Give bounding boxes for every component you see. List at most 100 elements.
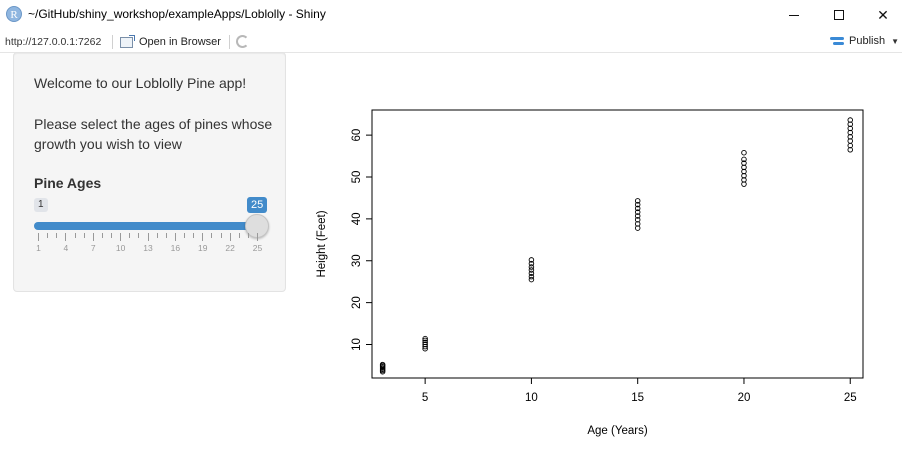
open-in-browser-button[interactable]: Open in Browser	[120, 34, 221, 50]
instructions-text: Please select the ages of pines whose gr…	[34, 116, 273, 152]
slider-major-tick	[38, 233, 39, 241]
slider-tick-label: 16	[170, 243, 181, 253]
data-point	[634, 198, 641, 204]
slider-minor-tick	[101, 233, 103, 238]
url-text: http://127.0.0.1:7262	[5, 36, 102, 48]
slider-tick-label: 13	[143, 243, 153, 253]
data-point	[528, 260, 535, 267]
slider-tick-label: 1	[36, 243, 41, 253]
height-age-plot: 5 10 15 20 25 10 20 30 40 50 60 Age (Years) Height (…	[300, 60, 902, 460]
y-tick-label: 20	[351, 296, 363, 309]
slider-minor-tick	[247, 233, 249, 238]
slider-minor-tick	[193, 233, 195, 238]
slider-major-tick	[65, 233, 67, 241]
toolbar-separator	[112, 35, 113, 49]
chevron-down-icon[interactable]: ▼	[891, 36, 899, 46]
publish-label: Publish	[849, 35, 886, 47]
sidebar-panel: Welcome to our Loblolly Pine app! Please…	[13, 52, 286, 292]
data-point	[422, 335, 428, 342]
y-tick-label: 10	[351, 338, 363, 351]
welcome-text: Welcome to our Loblolly Pine app!	[34, 75, 247, 91]
refresh-icon[interactable]	[236, 35, 249, 48]
data-point	[634, 209, 641, 215]
y-tick-label: 30	[351, 254, 363, 267]
minimize-button[interactable]	[771, 0, 817, 30]
publish-button[interactable]: Publish ▼	[830, 35, 899, 47]
slider-tick-label: 19	[198, 243, 208, 253]
data-point	[528, 264, 535, 270]
x-tick-label: 15	[631, 392, 644, 404]
x-tick-label: 20	[738, 392, 751, 404]
data-point	[741, 149, 747, 156]
data-point	[528, 270, 535, 277]
data-point	[528, 276, 535, 283]
slider-tick-label: 7	[90, 243, 96, 253]
close-icon: ✕	[877, 6, 889, 23]
slider-minor-tick	[165, 233, 167, 238]
slider-minor-tick	[83, 233, 85, 238]
maximize-icon	[834, 10, 844, 20]
slider-major-tick	[92, 233, 94, 241]
data-point	[741, 156, 747, 163]
r-logo-icon: R	[6, 6, 22, 22]
data-point	[528, 273, 535, 280]
slider-tick-label: 25	[252, 243, 263, 253]
open-in-browser-label: Open in Browser	[139, 36, 221, 48]
slider-value-badge: 25	[247, 197, 268, 213]
slider-major-tick	[257, 233, 258, 241]
plot-frame	[371, 109, 864, 379]
slider-minor-tick	[184, 233, 185, 238]
y-tick-label: 50	[351, 171, 363, 184]
maximize-button[interactable]	[816, 0, 862, 30]
slider-minor-tick	[138, 233, 140, 238]
slider-minor-tick	[238, 233, 240, 238]
data-point	[422, 337, 428, 344]
data-point	[422, 339, 428, 346]
slider-minor-tick	[129, 233, 131, 238]
window-title: ~/GitHub/shiny_workshop/exampleApps/Lobl…	[28, 7, 326, 21]
slider-tick-label: 22	[225, 243, 235, 253]
y-tick-label: 40	[351, 212, 363, 225]
slider-minor-tick	[211, 233, 213, 238]
open-browser-icon	[120, 34, 135, 48]
data-point	[528, 267, 535, 273]
slider-tick-label: 10	[115, 243, 126, 253]
slider-fill	[34, 222, 257, 230]
slider-minor-tick	[156, 233, 158, 238]
slider-major-tick	[174, 233, 176, 241]
y-axis-label: Height (Feet)	[316, 210, 328, 277]
x-tick-label: 25	[844, 392, 857, 404]
close-button[interactable]: ✕	[860, 0, 902, 30]
slider-tick-label: 4	[63, 243, 69, 253]
slider-major-tick	[202, 233, 204, 241]
slider-major-tick	[147, 233, 149, 241]
slider-major-tick	[229, 233, 231, 241]
slider-minor-tick	[47, 233, 49, 238]
viewer-toolbar: http://127.0.0.1:7262 Open in Browser Pu…	[0, 31, 902, 53]
data-point	[634, 213, 641, 219]
data-point	[634, 216, 641, 223]
title-bar: R ~/GitHub/shiny_workshop/exampleApps/Lo…	[0, 0, 902, 30]
x-tick-label: 5	[422, 392, 428, 404]
data-point	[847, 117, 853, 123]
y-tick-label: 60	[351, 129, 363, 142]
slider-minor-tick	[220, 233, 222, 238]
publish-icon	[830, 36, 844, 46]
slider-minor-tick	[56, 233, 58, 238]
data-point	[741, 160, 747, 166]
data-point	[634, 201, 641, 208]
pine-ages-slider[interactable]: 1 25 1 4 7 10 13 16 19 22 25	[34, 195, 269, 255]
pine-ages-label: Pine Ages	[34, 175, 102, 191]
data-point	[379, 361, 386, 368]
slider-minor-tick	[74, 233, 76, 238]
data-point	[634, 205, 641, 212]
x-tick-label: 10	[525, 392, 538, 404]
scatter-plot: 5 10 15 20 25 10 20 30 40 50 60 Age (Years) Height (…	[316, 109, 864, 437]
slider-minor-tick	[111, 233, 112, 238]
minimize-icon	[789, 14, 799, 16]
toolbar-separator	[229, 35, 230, 49]
data-point	[528, 257, 535, 263]
slider-major-tick	[120, 233, 122, 241]
x-axis-label: Age (Years)	[587, 425, 647, 437]
slider-min-badge: 1	[34, 198, 48, 212]
